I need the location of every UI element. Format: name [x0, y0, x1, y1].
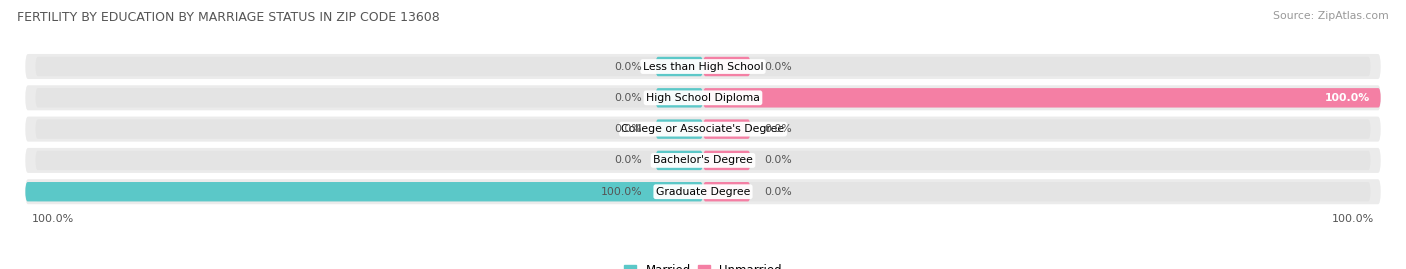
FancyBboxPatch shape	[703, 182, 751, 201]
FancyBboxPatch shape	[35, 57, 1371, 76]
Text: 0.0%: 0.0%	[614, 93, 643, 103]
Text: 100.0%: 100.0%	[1331, 214, 1374, 224]
FancyBboxPatch shape	[655, 88, 703, 108]
Text: 0.0%: 0.0%	[614, 155, 643, 165]
Text: FERTILITY BY EDUCATION BY MARRIAGE STATUS IN ZIP CODE 13608: FERTILITY BY EDUCATION BY MARRIAGE STATU…	[17, 11, 440, 24]
Text: 0.0%: 0.0%	[763, 155, 792, 165]
FancyBboxPatch shape	[703, 119, 751, 139]
Text: 0.0%: 0.0%	[763, 187, 792, 197]
FancyBboxPatch shape	[25, 85, 1381, 110]
Text: 100.0%: 100.0%	[1326, 93, 1371, 103]
Text: Less than High School: Less than High School	[643, 62, 763, 72]
FancyBboxPatch shape	[35, 88, 1371, 108]
Text: Bachelor's Degree: Bachelor's Degree	[652, 155, 754, 165]
FancyBboxPatch shape	[35, 151, 1371, 170]
FancyBboxPatch shape	[655, 57, 703, 76]
FancyBboxPatch shape	[703, 88, 1381, 108]
FancyBboxPatch shape	[35, 182, 1371, 201]
FancyBboxPatch shape	[655, 151, 703, 170]
Text: 100.0%: 100.0%	[32, 214, 75, 224]
Text: 0.0%: 0.0%	[763, 124, 792, 134]
Text: 100.0%: 100.0%	[600, 187, 643, 197]
FancyBboxPatch shape	[25, 182, 703, 201]
Text: College or Associate's Degree: College or Associate's Degree	[621, 124, 785, 134]
Text: High School Diploma: High School Diploma	[647, 93, 759, 103]
Text: Source: ZipAtlas.com: Source: ZipAtlas.com	[1274, 11, 1389, 21]
FancyBboxPatch shape	[25, 148, 1381, 173]
Legend: Married, Unmarried: Married, Unmarried	[620, 259, 786, 269]
FancyBboxPatch shape	[25, 54, 1381, 79]
Text: 0.0%: 0.0%	[763, 62, 792, 72]
FancyBboxPatch shape	[25, 116, 1381, 142]
Text: Graduate Degree: Graduate Degree	[655, 187, 751, 197]
FancyBboxPatch shape	[25, 179, 1381, 204]
FancyBboxPatch shape	[35, 119, 1371, 139]
FancyBboxPatch shape	[703, 151, 751, 170]
FancyBboxPatch shape	[703, 57, 751, 76]
FancyBboxPatch shape	[655, 119, 703, 139]
Text: 0.0%: 0.0%	[614, 124, 643, 134]
Text: 0.0%: 0.0%	[614, 62, 643, 72]
